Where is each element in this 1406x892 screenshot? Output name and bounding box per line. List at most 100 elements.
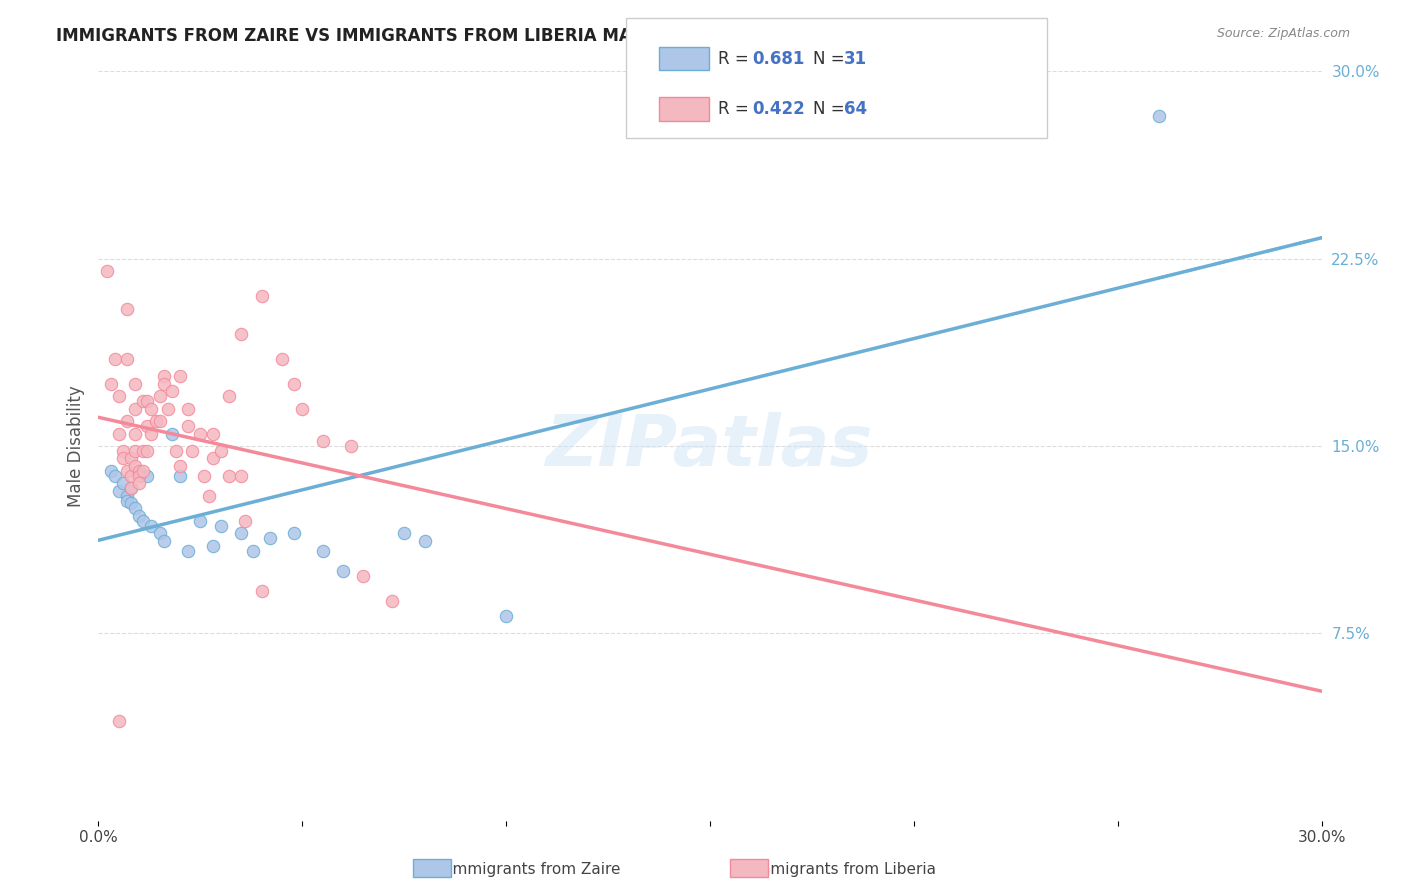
Point bbox=[111, 451, 134, 466]
Text: Immigrants from Liberia: Immigrants from Liberia bbox=[751, 863, 936, 877]
Point bbox=[132, 444, 155, 458]
Point bbox=[332, 564, 354, 578]
Point bbox=[96, 264, 118, 278]
Text: 0.422: 0.422 bbox=[752, 100, 806, 118]
Point bbox=[124, 401, 146, 416]
Point bbox=[291, 401, 314, 416]
Text: 64: 64 bbox=[844, 100, 866, 118]
Point bbox=[141, 426, 163, 441]
Text: 31: 31 bbox=[844, 50, 866, 68]
Point bbox=[132, 394, 155, 409]
Point bbox=[141, 401, 163, 416]
Point bbox=[413, 533, 436, 548]
Point bbox=[124, 501, 146, 516]
Point bbox=[1147, 109, 1170, 123]
Point bbox=[108, 483, 131, 498]
Point bbox=[177, 419, 200, 434]
Point bbox=[233, 514, 256, 528]
Text: R =: R = bbox=[718, 100, 755, 118]
Point bbox=[201, 451, 224, 466]
Point bbox=[231, 326, 253, 341]
Point bbox=[100, 376, 122, 391]
Point bbox=[231, 469, 253, 483]
Point bbox=[149, 414, 172, 428]
Point bbox=[160, 384, 183, 398]
Point bbox=[250, 583, 273, 598]
Point bbox=[392, 526, 416, 541]
Point bbox=[124, 376, 146, 391]
Point bbox=[340, 439, 363, 453]
Point bbox=[177, 401, 200, 416]
Point bbox=[124, 444, 146, 458]
Point bbox=[128, 508, 150, 523]
Point bbox=[149, 526, 172, 541]
Point bbox=[231, 526, 253, 541]
Text: IMMIGRANTS FROM ZAIRE VS IMMIGRANTS FROM LIBERIA MALE DISABILITY CORRELATION CHA: IMMIGRANTS FROM ZAIRE VS IMMIGRANTS FROM… bbox=[56, 27, 969, 45]
Point bbox=[120, 496, 142, 510]
Point bbox=[100, 464, 122, 478]
Point bbox=[115, 464, 138, 478]
Point bbox=[209, 519, 232, 533]
Point bbox=[152, 376, 174, 391]
Point bbox=[169, 369, 191, 384]
Point bbox=[312, 434, 335, 448]
Text: Source: ZipAtlas.com: Source: ZipAtlas.com bbox=[1216, 27, 1350, 40]
Point bbox=[209, 444, 232, 458]
Point bbox=[115, 494, 138, 508]
Point bbox=[188, 514, 212, 528]
Text: N =: N = bbox=[813, 50, 849, 68]
Point bbox=[132, 514, 155, 528]
Point bbox=[177, 544, 200, 558]
Point bbox=[115, 301, 138, 316]
Point bbox=[242, 544, 264, 558]
Point bbox=[136, 419, 159, 434]
Point bbox=[193, 469, 215, 483]
Point bbox=[197, 489, 219, 503]
Point bbox=[124, 458, 146, 473]
Point bbox=[120, 482, 142, 496]
Point bbox=[381, 594, 404, 608]
Point bbox=[169, 458, 191, 473]
Point bbox=[188, 426, 212, 441]
Point bbox=[218, 389, 240, 403]
Text: N =: N = bbox=[813, 100, 849, 118]
Text: 0.681: 0.681 bbox=[752, 50, 804, 68]
Point bbox=[124, 426, 146, 441]
Point bbox=[141, 519, 163, 533]
Point bbox=[152, 369, 174, 384]
Point bbox=[201, 426, 224, 441]
Point bbox=[111, 476, 134, 491]
Point bbox=[165, 444, 187, 458]
Point bbox=[108, 389, 131, 403]
Point bbox=[259, 532, 281, 546]
Point bbox=[136, 394, 159, 409]
Point bbox=[160, 426, 183, 441]
Point bbox=[111, 444, 134, 458]
Point bbox=[128, 469, 150, 483]
Point bbox=[128, 476, 150, 491]
Point bbox=[156, 401, 179, 416]
Point bbox=[169, 469, 191, 483]
Point bbox=[115, 414, 138, 428]
Text: Immigrants from Zaire: Immigrants from Zaire bbox=[449, 863, 620, 877]
Point bbox=[104, 469, 127, 483]
Point bbox=[312, 544, 335, 558]
Point bbox=[181, 444, 204, 458]
Point bbox=[218, 469, 240, 483]
Point bbox=[115, 489, 138, 503]
Point bbox=[120, 482, 142, 496]
Point bbox=[104, 351, 127, 366]
Point bbox=[352, 569, 374, 583]
Point bbox=[201, 539, 224, 553]
Point bbox=[149, 389, 172, 403]
Point bbox=[132, 464, 155, 478]
Point bbox=[115, 351, 138, 366]
Point bbox=[250, 289, 273, 303]
Point bbox=[136, 469, 159, 483]
Point bbox=[128, 464, 150, 478]
Point bbox=[152, 533, 174, 548]
Point bbox=[108, 426, 131, 441]
Text: ZIPatlas: ZIPatlas bbox=[547, 411, 873, 481]
Point bbox=[108, 714, 131, 728]
Point bbox=[120, 451, 142, 466]
